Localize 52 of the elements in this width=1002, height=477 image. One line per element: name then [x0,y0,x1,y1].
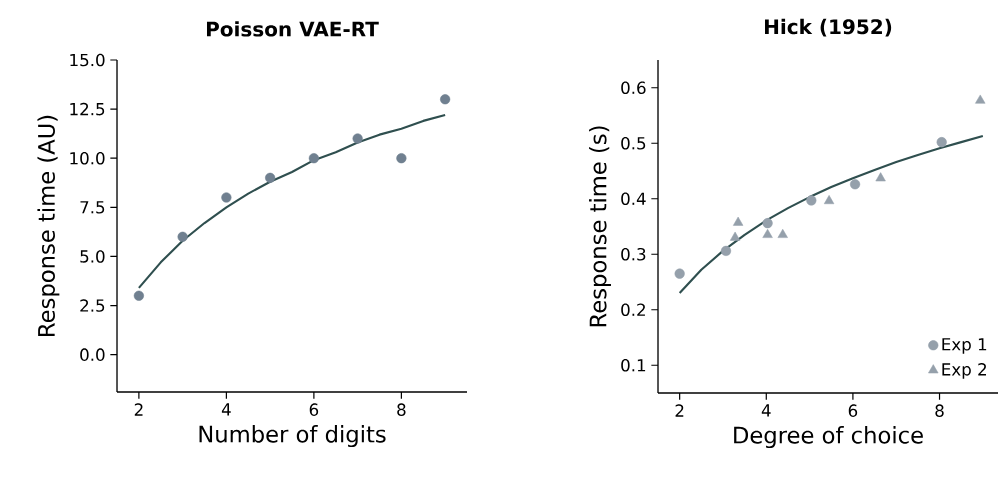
point [733,216,744,226]
point [674,268,685,279]
line-series [678,134,984,295]
point [975,94,986,104]
point [936,137,947,148]
x-tick-label: 6 [848,404,858,417]
point [762,218,773,229]
point [850,179,861,190]
y-tick-label: 2.5 [80,299,105,312]
x-tick-label: 8 [397,403,406,416]
y-tick-label: 0.2 [621,303,645,317]
x-axis-title: Number of digits [199,425,386,448]
x-tick-label: 4 [221,403,231,416]
point [806,195,817,206]
point [720,245,732,256]
legend-label: Exp 2 [942,363,986,379]
legend-label: Exp 1 [942,338,987,354]
point [221,192,232,203]
point [777,228,788,238]
y-tick-label: 5.0 [80,250,105,263]
y-tick-label: 0.3 [621,247,646,261]
point [875,172,886,182]
chart-title: Poisson VAE-RT [207,21,379,37]
point [823,195,835,205]
point [133,290,144,301]
y-tick-label: 12.5 [70,102,105,116]
point [308,153,319,164]
y-tick-label: 0.5 [621,136,646,150]
y-axis-title: Response time (AU) [37,115,60,336]
x-tick-label: 2 [675,404,684,417]
x-tick-label: 8 [935,404,944,417]
x-axis-title: Degree of choice [734,426,923,449]
y-tick-label: 0.4 [621,192,646,206]
point [396,153,407,164]
y-tick-label: 15.0 [70,53,105,67]
point [729,231,741,241]
y-tick-label: 0.0 [80,348,105,361]
x-tick-label: 6 [309,403,319,416]
point [762,228,773,238]
point [177,231,188,242]
point [440,94,451,105]
point [265,172,276,183]
y-tick-label: 10.0 [70,151,105,165]
y-tick-label: 7.5 [80,201,105,214]
y-tick-label: 0.6 [621,81,646,95]
chart-title: Hick (1952) [765,18,892,37]
y-tick-label: 0.1 [621,358,646,372]
line-series [137,113,447,289]
y-axis-title: Response time (s) [589,126,611,327]
x-tick-label: 2 [134,403,143,416]
point [352,133,363,144]
x-tick-label: 4 [761,404,771,417]
